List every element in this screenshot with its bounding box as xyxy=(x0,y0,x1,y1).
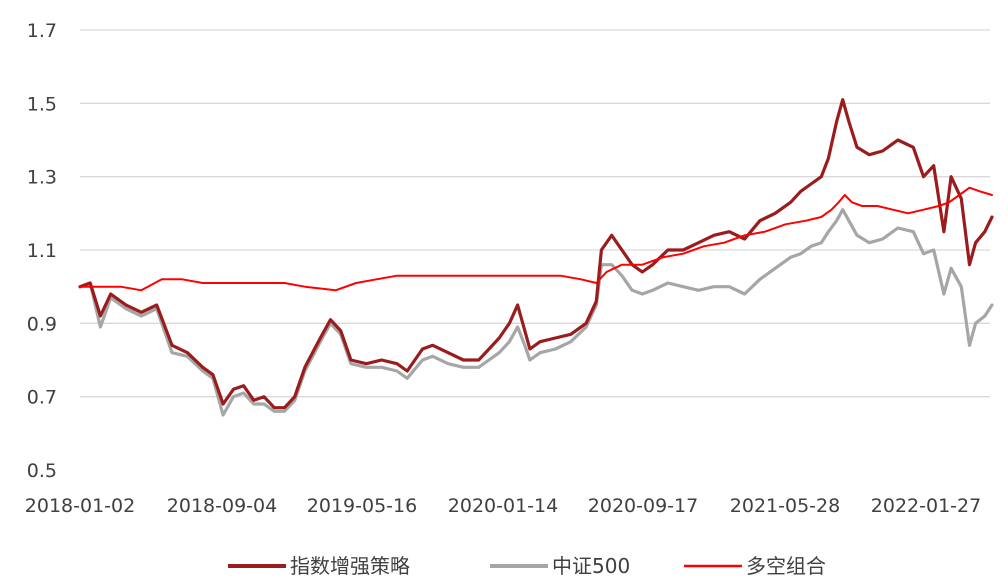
x-tick-label: 2020-09-17 xyxy=(588,495,698,517)
legend-label-1: 中证500 xyxy=(552,554,630,578)
y-tick-label: 1.3 xyxy=(27,167,57,189)
y-tick-label: 1.1 xyxy=(27,240,57,262)
series-line-2 xyxy=(79,186,993,292)
x-tick-label: 2022-01-27 xyxy=(871,495,981,517)
x-tick-label: 2020-01-14 xyxy=(448,495,558,517)
legend-label-2: 多空组合 xyxy=(746,554,826,578)
x-tick-label: 2019-05-16 xyxy=(307,495,417,517)
y-tick-label: 0.9 xyxy=(27,313,57,335)
x-tick-label: 2018-09-04 xyxy=(167,495,277,517)
legend: 指数增强策略 中证500 多空组合 xyxy=(228,554,826,578)
x-tick-label: 2018-01-02 xyxy=(25,495,135,517)
x-tick-label: 2021-05-28 xyxy=(730,495,840,517)
y-tick-label: 1.7 xyxy=(27,20,57,42)
y-tick-label: 0.7 xyxy=(27,387,57,409)
series-line-0 xyxy=(78,98,994,410)
y-tick-label: 0.5 xyxy=(27,460,57,482)
y-axis-ticks: 0.5 0.7 0.9 1.1 1.3 1.5 1.7 xyxy=(27,20,57,482)
series-lines xyxy=(78,98,994,417)
legend-label-0: 指数增强策略 xyxy=(290,554,410,578)
y-tick-label: 1.5 xyxy=(27,93,57,115)
series-line-1 xyxy=(78,208,994,417)
x-axis-ticks: 2018-01-02 2018-09-04 2019-05-16 2020-01-14… xyxy=(25,495,981,517)
gridlines xyxy=(80,29,990,398)
